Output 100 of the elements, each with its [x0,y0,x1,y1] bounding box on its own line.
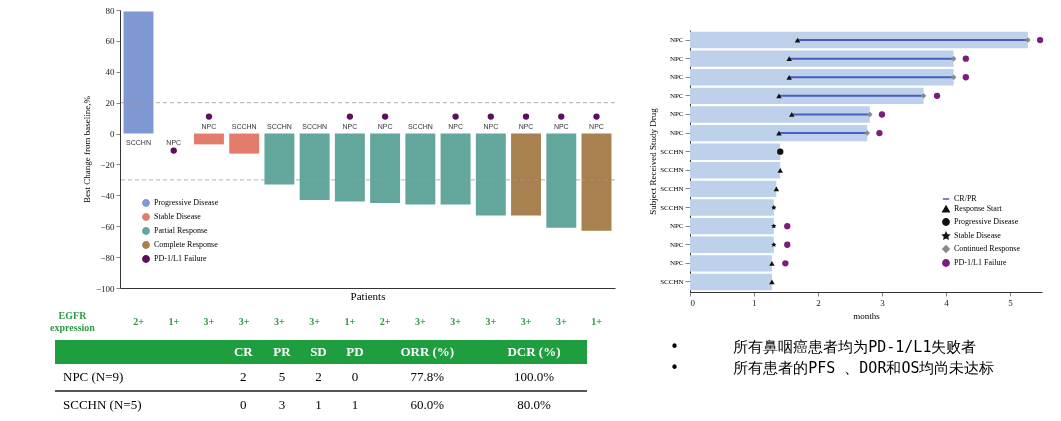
legend-label: CR/PR [954,194,978,203]
y-tick-label: 80 [105,5,115,16]
text: 77.8% [410,369,445,384]
category-label: CR [232,343,254,361]
point [771,242,777,247]
point [773,186,780,192]
bar [690,199,774,216]
bar [690,124,868,142]
category-label: NPC (N=9) [63,369,124,384]
y-tick-label: −20 [100,159,115,170]
text: 3+ [555,316,567,327]
point [786,56,792,62]
bar [778,94,924,97]
bar [690,69,954,86]
text: 0 [351,369,359,384]
text: 1 [315,397,322,412]
point [782,260,789,267]
point [864,130,871,136]
x-tick-label: 0 [690,297,696,308]
bar [690,31,1028,49]
text: • 所有患者的PFS 、DOR和OS均尚未达标 [670,358,996,379]
legend-label: Complete Response [154,240,219,249]
point [771,204,777,210]
bar [797,39,1028,42]
point [867,111,873,118]
x-tick-label: 4 [944,297,950,308]
bar [690,106,870,123]
x-tick-label: 5 [1008,297,1014,308]
text: 3+ [274,316,286,327]
text: 1+ [168,316,180,327]
category-label: PR [272,343,292,361]
text: 3 [278,397,286,412]
y-axis-title: Best Change from baseline,% [81,95,92,203]
point [876,129,883,137]
text: 0 [240,397,247,412]
y-tick-label: 60 [105,36,115,47]
text: 1 [351,397,359,412]
legend-label: Continued Response [954,244,1021,253]
point [1036,36,1044,44]
legend-label: Stable Disease [954,231,1002,240]
y-tick-label: −80 [100,252,115,263]
point [950,55,957,62]
bar [778,132,868,135]
y-tick-label: 20 [105,98,115,109]
category-label: PD [345,343,365,361]
text: 1+ [344,316,356,327]
text: 3+ [238,316,250,327]
text: 2+ [379,316,391,327]
y-tick-label: −40 [100,190,115,201]
bar [690,87,924,105]
bar [690,143,781,160]
point [786,74,792,80]
category-label: SD [309,343,328,361]
point [784,241,791,248]
legend-label: Stable Disease [154,212,202,221]
text: 2 [240,369,247,384]
point [769,260,775,266]
text: 5 [278,369,286,384]
bar [789,76,954,79]
text: 3+ [309,316,321,327]
text: 3+ [415,316,426,327]
point [776,93,782,99]
point [789,112,795,117]
bar [690,236,774,253]
legend-label: Partial Response [154,226,208,235]
point [933,92,941,100]
bar [690,50,954,67]
legend-label: PD-1/L1 Failure [954,258,1008,267]
bar [791,113,870,116]
x-tick-label: 1 [752,297,757,308]
point [920,93,927,99]
text: 100.0% [513,369,555,384]
point [878,111,886,118]
point [777,148,784,155]
text: 3+ [520,316,532,327]
bar [789,57,954,60]
text: 2 [315,369,322,384]
bar [690,180,777,198]
y-axis-title: Subject Received Study Drug [648,107,659,215]
point [777,167,783,173]
category-label: SCCHN (N=5) [63,397,142,412]
category-label: ORR (%) [399,343,456,361]
point [950,74,957,80]
x-tick-label: 2 [816,297,821,308]
bar [690,162,781,179]
text: 2+ [133,316,145,327]
text: 80.0% [517,397,551,412]
text: 3+ [485,316,497,327]
y-tick-label: 40 [105,67,115,78]
y-tick-label: −60 [100,221,115,232]
bar [690,255,772,272]
text: • 所有鼻咽癌患者均为PD-1/L1失败者 [670,337,978,358]
text: 1+ [591,316,603,327]
text: 3+ [203,316,215,327]
point [771,223,777,229]
point [784,222,791,230]
y-tick-label: −100 [95,283,115,294]
x-axis-title: months [853,310,881,321]
y-tick-label: 0 [110,129,115,140]
point [962,55,969,62]
